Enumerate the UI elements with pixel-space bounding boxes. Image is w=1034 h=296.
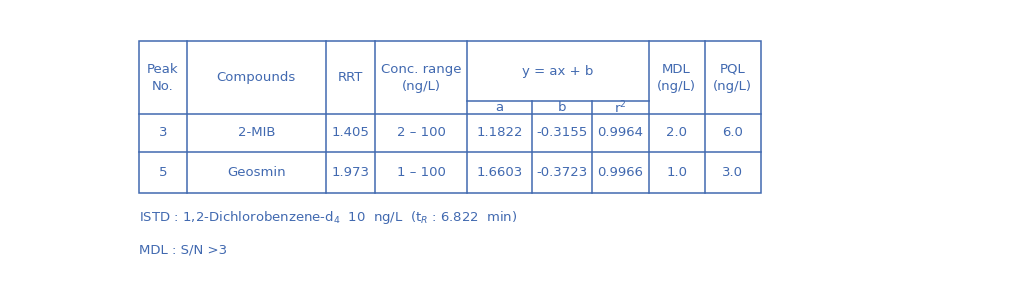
Text: 1 – 100: 1 – 100 [397, 166, 446, 179]
Text: PQL
(ng/L): PQL (ng/L) [713, 63, 752, 93]
Text: Conc. range
(ng/L): Conc. range (ng/L) [382, 63, 461, 93]
Text: r$^{2}$: r$^{2}$ [614, 99, 627, 116]
Text: 1.1822: 1.1822 [477, 126, 523, 139]
Text: 3.0: 3.0 [722, 166, 743, 179]
Text: -0.3155: -0.3155 [537, 126, 587, 139]
Text: 6.0: 6.0 [722, 126, 743, 139]
Text: Peak
No.: Peak No. [147, 63, 179, 93]
Text: 2 – 100: 2 – 100 [397, 126, 446, 139]
Text: -0.3723: -0.3723 [537, 166, 587, 179]
Text: MDL
(ng/L): MDL (ng/L) [657, 63, 696, 93]
Text: a: a [495, 101, 504, 114]
Text: y = ax + b: y = ax + b [522, 65, 594, 78]
Text: ISTD : 1,2-Dichlorobenzene-d$_4$  10  ng/L  (t$_R$ : 6.822  min): ISTD : 1,2-Dichlorobenzene-d$_4$ 10 ng/L… [139, 209, 517, 226]
Text: 0.9966: 0.9966 [598, 166, 643, 179]
Text: b: b [557, 101, 567, 114]
Text: RRT: RRT [338, 71, 363, 84]
Text: 2-MIB: 2-MIB [238, 126, 275, 139]
Text: 1.0: 1.0 [666, 166, 687, 179]
Text: 3: 3 [158, 126, 168, 139]
Text: 1.405: 1.405 [332, 126, 369, 139]
Text: Geosmin: Geosmin [226, 166, 285, 179]
Text: Compounds: Compounds [217, 71, 296, 84]
Text: 1.6603: 1.6603 [477, 166, 522, 179]
Text: 5: 5 [158, 166, 168, 179]
Text: 2.0: 2.0 [666, 126, 687, 139]
Text: MDL : S/N >3: MDL : S/N >3 [139, 243, 227, 256]
Text: 1.973: 1.973 [332, 166, 369, 179]
Text: 0.9964: 0.9964 [598, 126, 643, 139]
